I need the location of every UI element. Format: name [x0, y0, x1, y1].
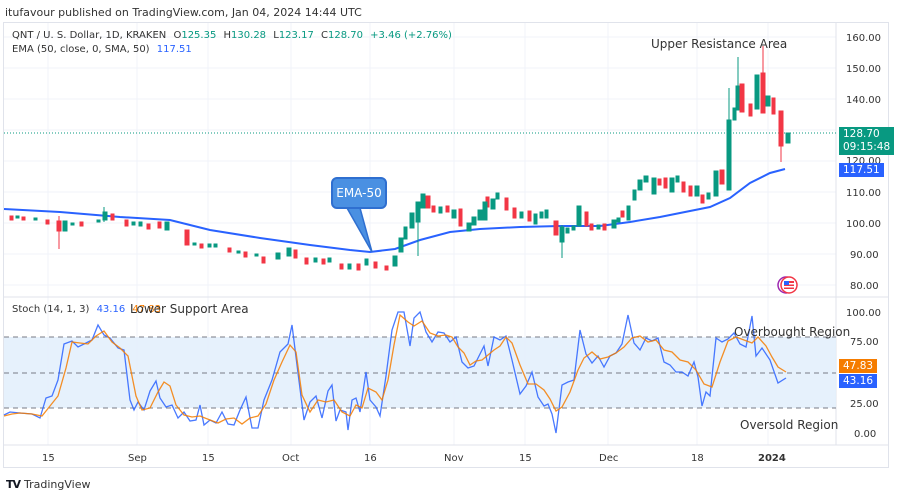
svg-text:15: 15 — [42, 453, 55, 464]
stoch-label: Stoch (14, 1, 3) — [12, 304, 90, 315]
stoch-d-tag: 47.83 — [839, 359, 878, 373]
close-label: C — [321, 30, 328, 41]
ohlc-high: H130.28 — [224, 30, 267, 41]
stoch-k-line — [3, 310, 787, 434]
ema-50-callout: EMA-50 — [331, 177, 387, 209]
high-value: 130.28 — [231, 30, 267, 41]
svg-text:160.00: 160.00 — [846, 33, 881, 44]
svg-text:80.00: 80.00 — [850, 281, 879, 292]
svg-text:18: 18 — [691, 453, 704, 464]
svg-text:150.00: 150.00 — [846, 64, 881, 75]
published-caption: itufavour published on TradingView.com, … — [5, 6, 362, 19]
svg-text:140.00: 140.00 — [846, 95, 881, 106]
last-price-tag: 128.70 09:15:48 — [839, 127, 895, 155]
stoch-k-tag: 43.16 — [839, 374, 878, 388]
svg-text:Oct: Oct — [282, 453, 299, 464]
ema-legend[interactable]: EMA (50, close, 0, SMA, 50) 117.51 — [12, 44, 196, 55]
stoch-d-value: 47.83 — [132, 304, 162, 315]
svg-text:16: 16 — [364, 453, 377, 464]
time-axis-labels: 15 Sep 15 Oct 16 Nov 15 Dec 18 2024 — [42, 453, 786, 464]
low-value: 123.17 — [278, 30, 314, 41]
overbought-annotation: Overbought Region — [734, 325, 851, 339]
upper-resistance-annotation: Upper Resistance Area — [651, 37, 788, 51]
price-axis-120: 120.00 — [846, 156, 881, 167]
svg-text:Sep: Sep — [128, 453, 147, 464]
main-legend[interactable]: QNT / U. S. Dollar, 1D, KRAKEN O125.35 H… — [12, 30, 456, 41]
svg-text:Nov: Nov — [444, 453, 464, 464]
stoch-legend[interactable]: Stoch (14, 1, 3) 43.16 47.83 — [12, 304, 165, 315]
us-flag-event-icon — [777, 276, 798, 294]
svg-text:100.00: 100.00 — [846, 219, 881, 230]
stoch-d-line — [3, 313, 787, 425]
stoch-k-value: 43.16 — [96, 304, 126, 315]
change-value: +3.46 (+2.76%) — [370, 30, 452, 41]
bar-countdown: 09:15:48 — [843, 141, 891, 153]
open-value: 125.35 — [181, 30, 217, 41]
candlesticks — [9, 46, 791, 271]
svg-text:15: 15 — [519, 453, 532, 464]
brand-name: TradingView — [24, 478, 91, 491]
chart-frame — [3, 22, 889, 468]
low-label: L — [273, 30, 279, 41]
svg-text:25.00: 25.00 — [850, 399, 879, 410]
last-price-value: 128.70 — [843, 128, 880, 140]
oversold-annotation: Oversold Region — [740, 418, 839, 432]
tradingview-footer[interactable]: TV TradingView — [6, 478, 91, 491]
ema-value: 117.51 — [156, 44, 192, 55]
lower-support-annotation: Lower Support Area — [130, 302, 249, 316]
svg-text:0.00: 0.00 — [854, 429, 876, 440]
svg-text:Dec: Dec — [599, 453, 618, 464]
callout-pointer — [345, 207, 373, 253]
svg-text:100.00: 100.00 — [846, 308, 881, 319]
tradingview-logo-icon: TV — [6, 478, 21, 491]
ohlc-close: C128.70 — [321, 30, 363, 41]
svg-text:2024: 2024 — [758, 453, 786, 464]
symbol-label: QNT / U. S. Dollar, 1D, KRAKEN — [12, 30, 167, 41]
svg-text:90.00: 90.00 — [850, 250, 879, 261]
close-value: 128.70 — [327, 30, 363, 41]
price-axis-labels: 160.00 150.00 140.00 110.00 100.00 90.00 80… — [846, 33, 881, 440]
ohlc-low: L123.17 — [273, 30, 314, 41]
high-label: H — [223, 30, 232, 41]
ema-label: EMA (50, close, 0, SMA, 50) — [12, 44, 150, 55]
open-label: O — [173, 30, 182, 41]
svg-text:75.00: 75.00 — [850, 337, 879, 348]
ema-line — [3, 168, 786, 254]
svg-text:110.00: 110.00 — [846, 188, 881, 199]
ohlc-open: O125.35 — [173, 30, 216, 41]
ema-price-tag: 117.51 — [839, 163, 884, 177]
svg-text:15: 15 — [202, 453, 215, 464]
